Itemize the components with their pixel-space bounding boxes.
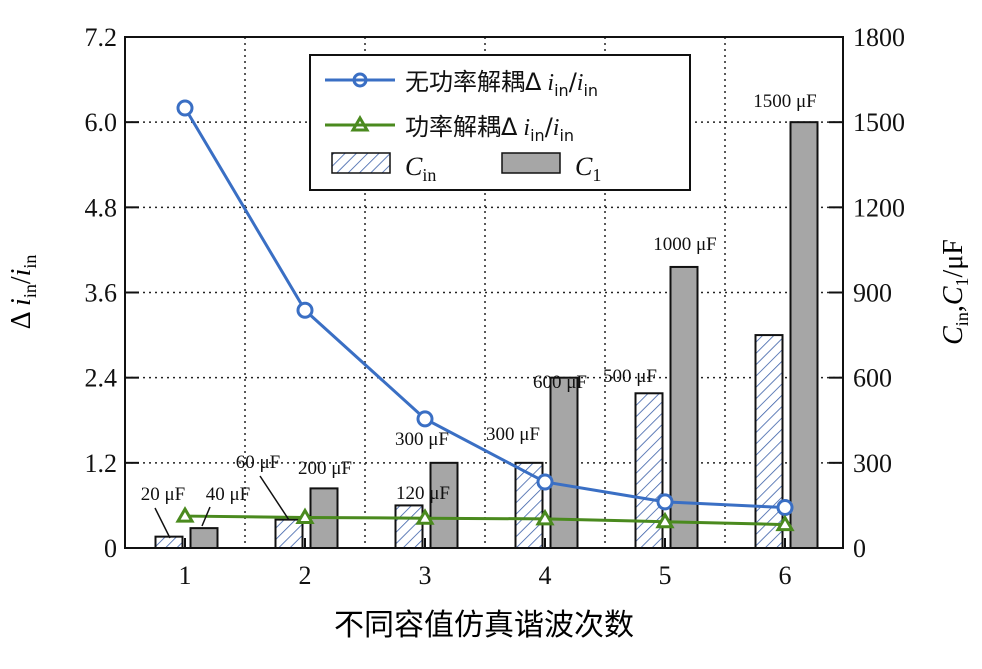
point-no-decoupling bbox=[416, 410, 434, 428]
point-decoupling bbox=[295, 507, 315, 524]
y-tick-label-left: 4.8 bbox=[85, 193, 118, 222]
bar-cin bbox=[514, 461, 544, 550]
annotation-label: 120 μF bbox=[396, 483, 450, 504]
point-no-decoupling bbox=[176, 99, 194, 117]
bar-c1 bbox=[669, 265, 699, 549]
annotation-leader-line bbox=[154, 507, 171, 539]
annotation-label: 500 μF bbox=[603, 366, 657, 387]
lines bbox=[175, 99, 795, 532]
x-axis-label: 不同容值仿真谐波次数 bbox=[334, 608, 634, 643]
y-tick-label-left: 0 bbox=[104, 534, 117, 563]
y-tick-label-right: 1800 bbox=[853, 23, 905, 52]
legend-gray-swatch bbox=[501, 152, 561, 174]
svg-text:Cin,C1/μF: Cin,C1/μF bbox=[938, 239, 972, 345]
annotations: 20 μF 40 μF 60 μF 200 μF 120 μF 300 μF 300 μF 6… bbox=[141, 91, 817, 539]
legend: 无功率解耦Δ iin/iin 功率解耦Δ iin/iin Cin C1 bbox=[309, 54, 691, 191]
svg-text:功率解耦Δ iin/iin: 功率解耦Δ iin/iin bbox=[405, 113, 574, 145]
annotation-label: 300 μF bbox=[395, 429, 449, 450]
svg-text:Cin: Cin bbox=[405, 152, 436, 185]
y-tick-label-right: 1500 bbox=[853, 108, 905, 137]
y-tick-label-left: 6.0 bbox=[85, 108, 118, 137]
point-decoupling bbox=[175, 506, 195, 523]
annotation-label: 20 μF bbox=[141, 484, 186, 505]
point-no-decoupling bbox=[296, 301, 314, 319]
x-tick-label: 1 bbox=[179, 561, 192, 590]
svg-text:无功率解耦Δ iin/iin: 无功率解耦Δ iin/iin bbox=[405, 68, 598, 100]
y-tick-label-left: 2.4 bbox=[85, 364, 118, 393]
svg-text:Δ iin/iin: Δ iin/iin bbox=[6, 255, 40, 330]
x-tick-label: 6 bbox=[779, 561, 792, 590]
point-decoupling bbox=[535, 508, 555, 526]
point-decoupling bbox=[415, 508, 435, 525]
legend-hatched-swatch bbox=[331, 152, 391, 174]
point-decoupling bbox=[655, 511, 675, 529]
bars bbox=[154, 121, 819, 550]
legend-circle-marker-icon bbox=[352, 72, 368, 88]
bar-cin bbox=[274, 518, 304, 549]
y-axis-label-left: Δ iin/iin bbox=[6, 255, 40, 330]
y-tick-label-right: 300 bbox=[853, 449, 892, 478]
annotation-label: 600 μF bbox=[533, 372, 587, 393]
bar-cin bbox=[394, 504, 424, 549]
annotation-label: 1500 μF bbox=[753, 91, 817, 112]
annotation-leader-line bbox=[201, 506, 211, 527]
point-decoupling bbox=[775, 514, 795, 532]
annotation-label: 40 μF bbox=[206, 484, 251, 505]
x-tick-label: 5 bbox=[659, 561, 672, 590]
y-tick-label-left: 3.6 bbox=[85, 279, 118, 308]
x-tick-label: 2 bbox=[299, 561, 312, 590]
bar-c1 bbox=[549, 376, 579, 549]
legend-triangle-marker-icon bbox=[350, 115, 370, 132]
svg-text:C1: C1 bbox=[575, 152, 601, 185]
point-no-decoupling bbox=[536, 473, 554, 491]
x-tick-label: 4 bbox=[539, 561, 552, 590]
bar-c1 bbox=[189, 527, 219, 550]
annotation-label: 1000 μF bbox=[653, 234, 717, 255]
annotation-label: 300 μF bbox=[486, 424, 540, 445]
point-no-decoupling bbox=[776, 499, 794, 517]
bar-cin bbox=[754, 334, 784, 550]
y-tick-label-right: 1200 bbox=[853, 193, 905, 222]
y-axis-label-right: Cin,C1/μF bbox=[938, 239, 972, 345]
line-no-decoupling bbox=[183, 107, 786, 510]
y-tick-label-left: 1.2 bbox=[85, 449, 118, 478]
annotation-label: 60 μF bbox=[236, 452, 281, 473]
bar-c1 bbox=[429, 461, 459, 550]
annotation-leader-line bbox=[259, 475, 290, 521]
line-decoupling bbox=[184, 514, 786, 527]
y-tick-label-right: 600 bbox=[853, 364, 892, 393]
y-tick-label-right: 0 bbox=[853, 534, 866, 563]
x-tick-label: 3 bbox=[419, 561, 432, 590]
annotation-label: 200 μF bbox=[298, 458, 352, 479]
ticks: 0 0 1.2 300 2.4 600 3.6 900 4.8 1200 6.0 1500 7.2 180… bbox=[85, 23, 906, 590]
point-no-decoupling bbox=[656, 493, 674, 511]
bar-cin bbox=[154, 535, 184, 550]
y-tick-label-left: 7.2 bbox=[85, 23, 118, 52]
y-tick-label-right: 900 bbox=[853, 279, 892, 308]
bar-c1 bbox=[789, 121, 819, 550]
